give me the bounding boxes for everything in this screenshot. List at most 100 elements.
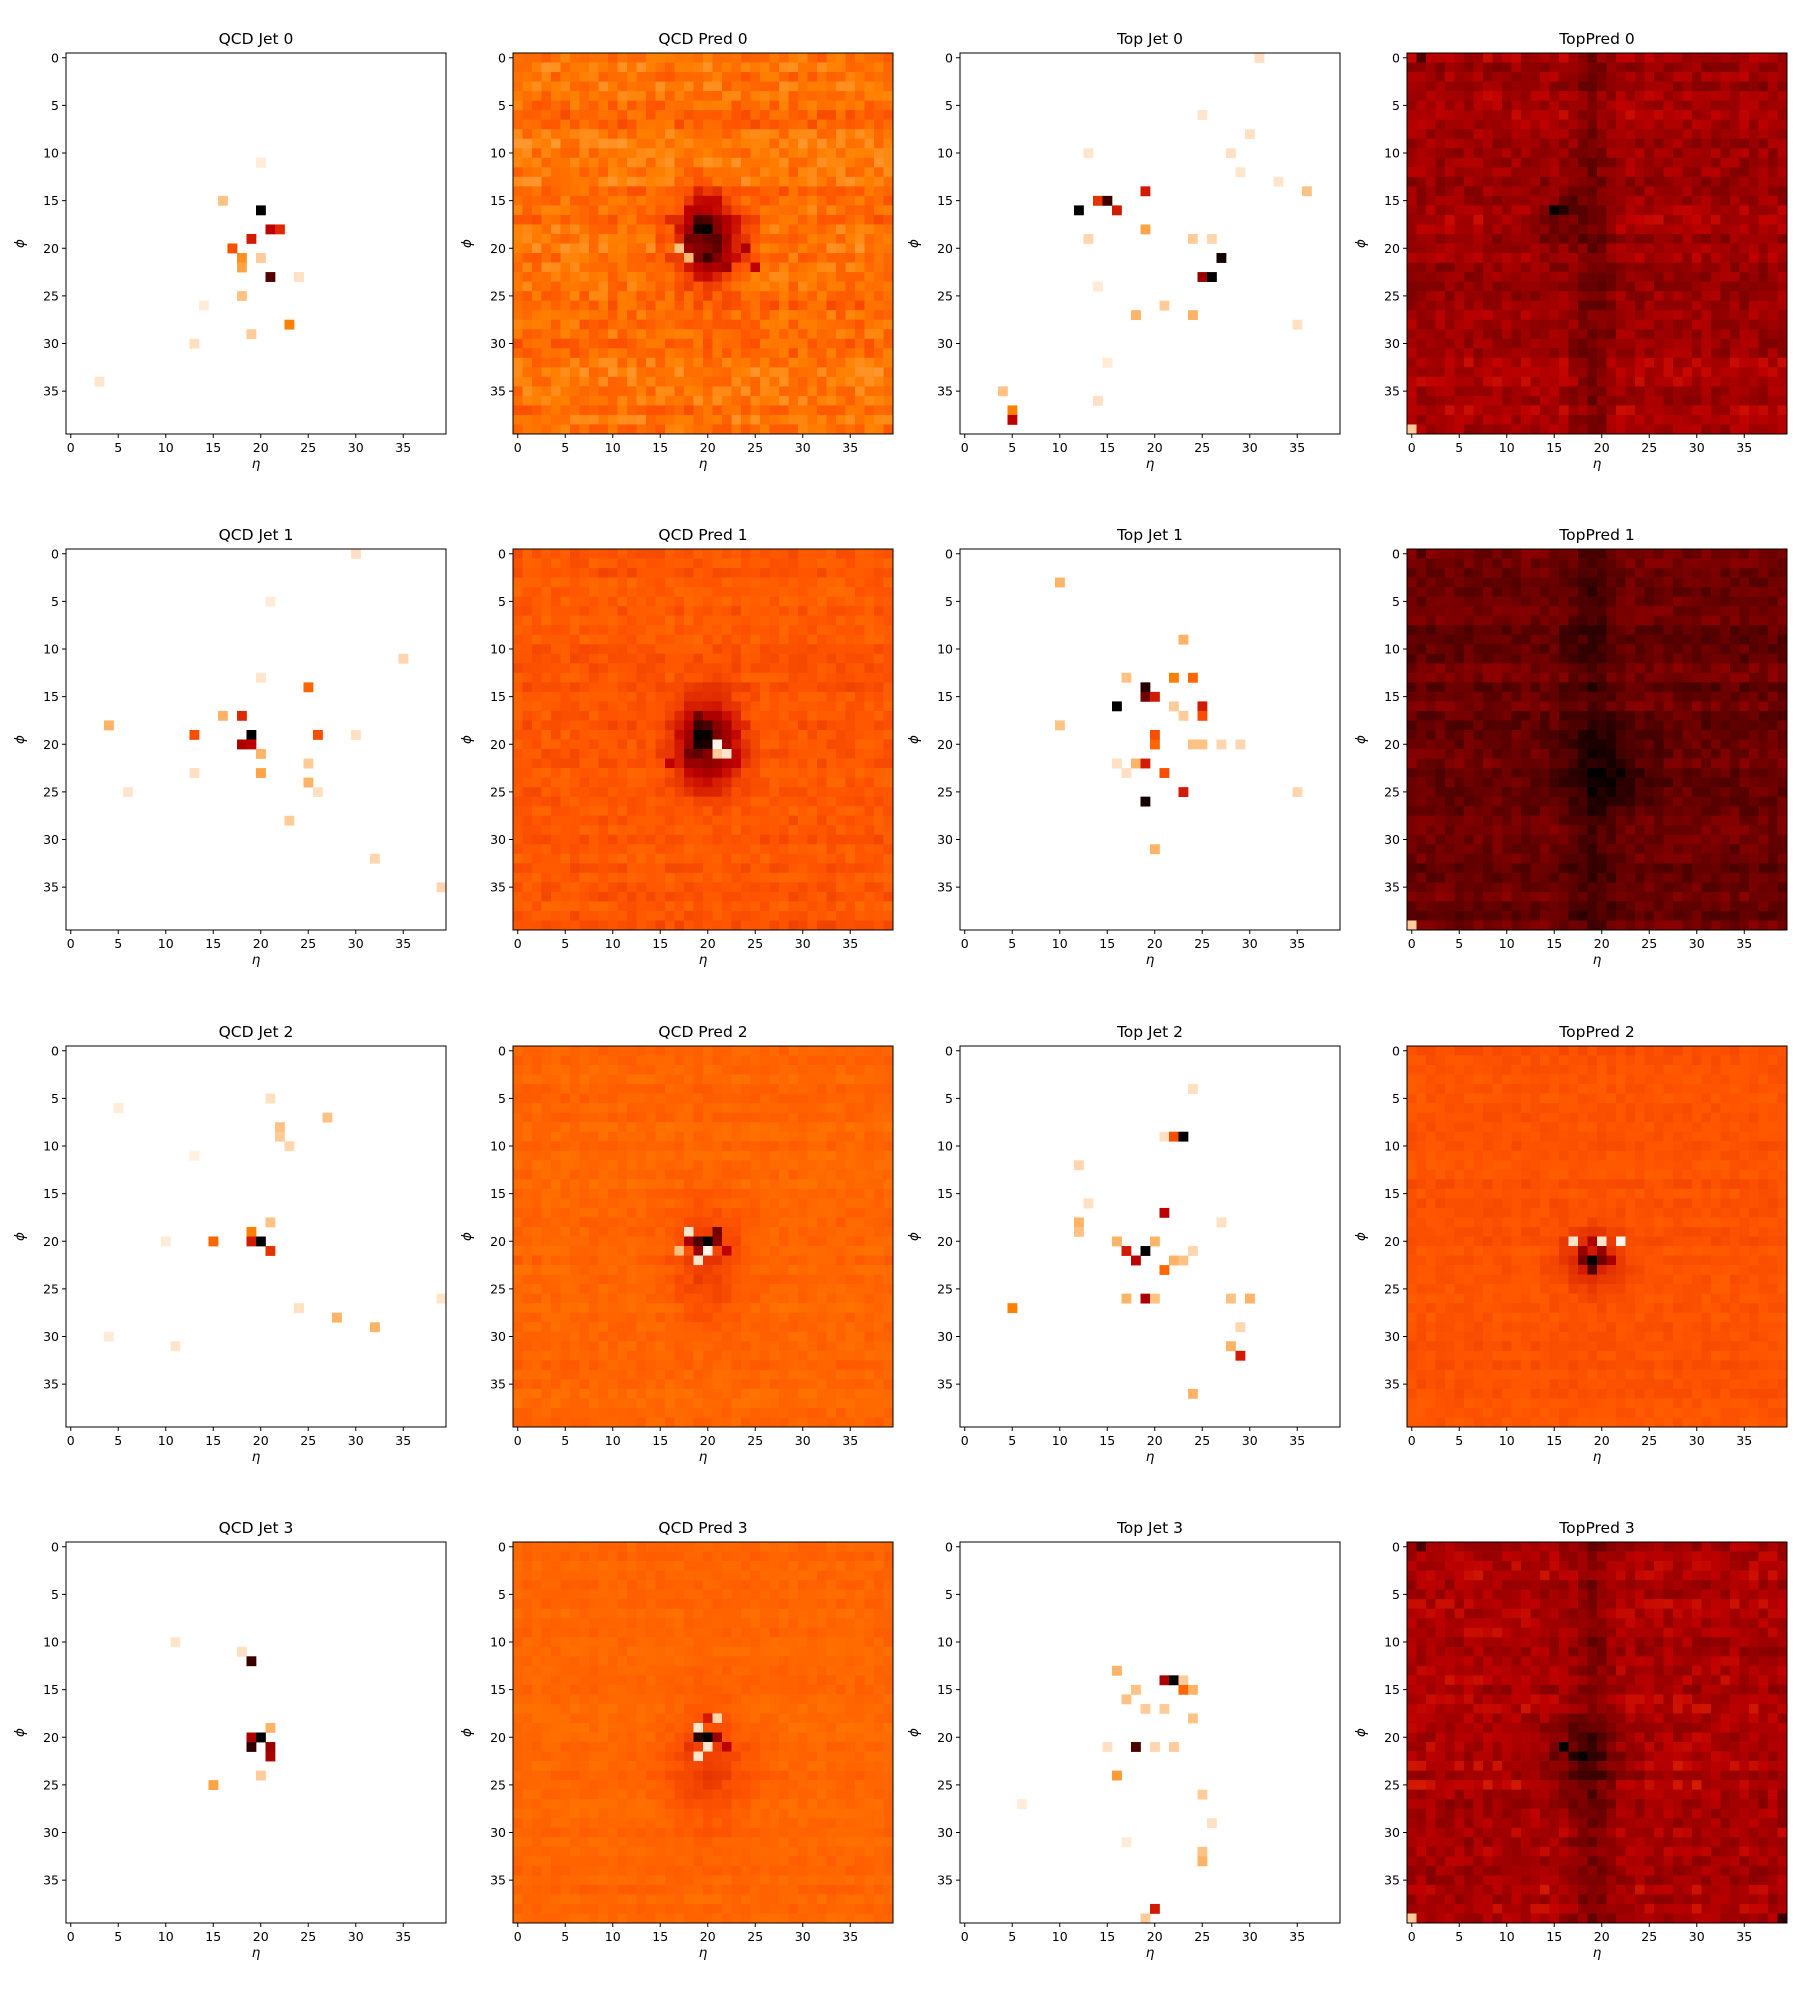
heatmap-cell [798,138,808,149]
heatmap-cell [693,653,704,664]
heatmap-cell [1692,233,1702,244]
heatmap-cell [1749,157,1759,168]
heatmap-cell [874,281,884,292]
heatmap-cell [1483,281,1493,292]
heatmap-cell [636,549,647,559]
heatmap-cell [522,739,533,750]
heatmap-cell [684,195,694,206]
heatmap-cell [874,815,884,826]
heatmap-cell [665,729,675,740]
heatmap-cell [1435,62,1446,73]
heatmap-cell [579,195,590,206]
heatmap-cell [1663,310,1674,321]
heatmap-cell [760,110,770,121]
heatmap-cell [1435,424,1446,435]
heatmap-cell [741,224,751,235]
heatmap-cell [617,729,628,740]
heatmap-cell [551,195,561,206]
heatmap-cell [1692,129,1702,140]
heatmap-cell [703,863,713,874]
heatmap-cell [579,72,590,82]
heatmap-cell [798,549,808,559]
heatmap-cell [712,224,723,235]
heatmap-cell [712,243,723,254]
heatmap-cell [845,663,856,674]
heatmap-cell [855,272,865,282]
heatmap-cell [541,720,552,731]
heatmap-cell [836,81,846,92]
heatmap-cell [1559,329,1569,340]
heatmap-cell [1511,329,1522,340]
heatmap-cell [646,787,656,798]
heatmap-cell [855,634,865,645]
axes-frame [65,52,447,435]
heatmap-cell [769,891,780,902]
heatmap-cell [1416,386,1427,397]
heatmap-cell [741,882,751,893]
heatmap-cell [598,634,609,645]
heatmap-cell [1730,62,1740,73]
heatmap-cell [1416,205,1427,216]
heatmap-cell [1768,110,1778,121]
heatmap-cell [1083,148,1094,159]
heatmap-cell [541,329,552,340]
y-tick-label: 5 [945,98,953,113]
y-tick-label: 30 [937,336,953,351]
heatmap-cell [769,568,780,578]
heatmap-cell [769,357,780,368]
heatmap-cell [532,319,542,330]
heatmap-cell [836,568,846,578]
heatmap-cell [731,224,742,235]
heatmap-cell [570,825,580,836]
heatmap-cell [636,357,647,368]
heatmap-cell [826,119,837,130]
heatmap-cell [1273,176,1284,187]
heatmap-cell [693,758,704,769]
heatmap-cell [665,625,675,636]
heatmap-cell [864,653,875,664]
x-tick-label: 0 [514,440,522,455]
heatmap-cell [722,853,732,864]
heatmap-cell [826,195,837,206]
heatmap-cell [646,682,656,693]
heatmap-cell [741,414,751,425]
heatmap-cell [589,233,599,244]
heatmap-cell [817,62,827,73]
heatmap-cell [617,110,628,121]
heatmap-cell [608,186,618,197]
heatmap-cell [703,81,713,92]
heatmap-cell [798,577,808,588]
heatmap-cell [1720,367,1731,378]
heatmap-cell [1502,119,1512,130]
heatmap-cell [1578,281,1588,292]
heatmap-cell [1768,281,1778,292]
heatmap-cell [636,891,647,902]
heatmap-cell [541,310,552,321]
heatmap-cell [826,568,837,578]
heatmap-cell [1416,300,1427,311]
heatmap-cell [855,319,865,330]
heatmap-cell [1654,319,1664,330]
heatmap-cell [598,395,609,406]
heatmap-cell [769,72,780,82]
heatmap-cell [712,386,723,397]
heatmap-cell [579,758,590,769]
heatmap-cell [646,863,656,874]
heatmap-cell [1730,310,1740,321]
heatmap-cell [864,386,875,397]
heatmap-cell [636,596,647,607]
heatmap-cell [1549,319,1560,330]
heatmap-cell [817,615,827,626]
heatmap-cell [1625,395,1636,406]
heatmap-cell [1587,138,1598,149]
heatmap-cell [1587,148,1598,159]
heatmap-cell [731,310,742,321]
heatmap-cell [855,233,865,244]
heatmap-cell [788,424,799,435]
heatmap-cell [1606,253,1617,263]
heatmap-cell [1445,272,1455,282]
heatmap-cell [636,729,647,740]
heatmap-cell [1502,148,1512,159]
heatmap-cell [1464,243,1474,254]
heatmap-cell [855,672,865,683]
